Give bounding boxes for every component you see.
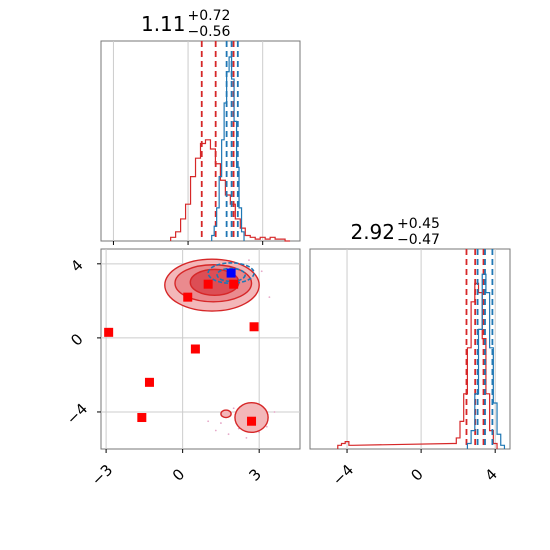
top-hist-title-value: 1.11	[141, 12, 186, 36]
scatter-sample-dot	[248, 259, 250, 262]
scatter-xtick-label: 3	[245, 465, 264, 484]
right-hist-title-upper-error: +0.45	[397, 216, 440, 232]
sample-marker-0	[104, 327, 114, 337]
scatter-sample-dot	[260, 270, 263, 273]
panel-frame	[100, 248, 301, 450]
top-hist-series-0-step	[170, 139, 291, 242]
top-hist-series-1-step	[211, 56, 245, 241]
truth-marker	[226, 268, 236, 278]
scatter-sample-dot	[258, 431, 261, 434]
right-hist-series-0-step	[337, 282, 498, 449]
sample-marker-7	[249, 322, 259, 332]
scatter-sample-dot	[214, 429, 217, 432]
scatter-xtick-label: 0	[169, 465, 188, 484]
contour-level-6	[216, 267, 246, 283]
scatter-sample-dot	[227, 433, 230, 436]
scatter-sample-dot	[245, 436, 248, 439]
right-hist-title-value: 2.92	[350, 220, 395, 244]
sample-marker-8	[247, 416, 257, 426]
right-hist-xtick-label: 4	[481, 465, 500, 484]
sample-marker-4	[190, 344, 200, 354]
right-hist-xtick-label: −4	[329, 461, 357, 489]
histogram-panel-top: 1.11 +0.72−0.56	[100, 8, 301, 245]
panel-frame	[309, 248, 511, 450]
sample-marker-2	[144, 377, 154, 387]
sample-marker-3	[183, 292, 193, 302]
scatter-ytick-label: −4	[63, 400, 91, 428]
scatter-xtick-label: −3	[88, 461, 116, 489]
scatter-sample-dot	[273, 411, 276, 413]
histogram-panel-right: 2.92 +0.45−0.47 −4 0 4	[309, 216, 511, 489]
top-hist-title-lower-error: −0.56	[188, 24, 231, 40]
scatter-sample-dot	[232, 407, 235, 410]
scatter-sample-dot	[207, 420, 210, 423]
scatter-panel: −3 0 3 4 0 −4	[63, 248, 301, 489]
scatter-sample-dot	[220, 422, 222, 424]
sample-marker-1	[137, 413, 147, 423]
top-hist-title-upper-error: +0.72	[188, 8, 231, 24]
scatter-ytick-label: 0	[67, 330, 86, 349]
right-hist-xtick-label: 0	[407, 465, 426, 484]
scatter-sample-dot	[268, 296, 271, 299]
scatter-ytick-label: 4	[67, 256, 86, 275]
right-hist-series-1-step	[466, 273, 506, 449]
scatter-sample-dot	[265, 425, 268, 428]
sample-marker-6	[229, 279, 239, 289]
right-hist-title-lower-error: −0.47	[397, 232, 440, 248]
panel-frame	[100, 40, 301, 242]
sample-marker-5	[203, 279, 213, 289]
contour-level-4	[220, 409, 232, 419]
